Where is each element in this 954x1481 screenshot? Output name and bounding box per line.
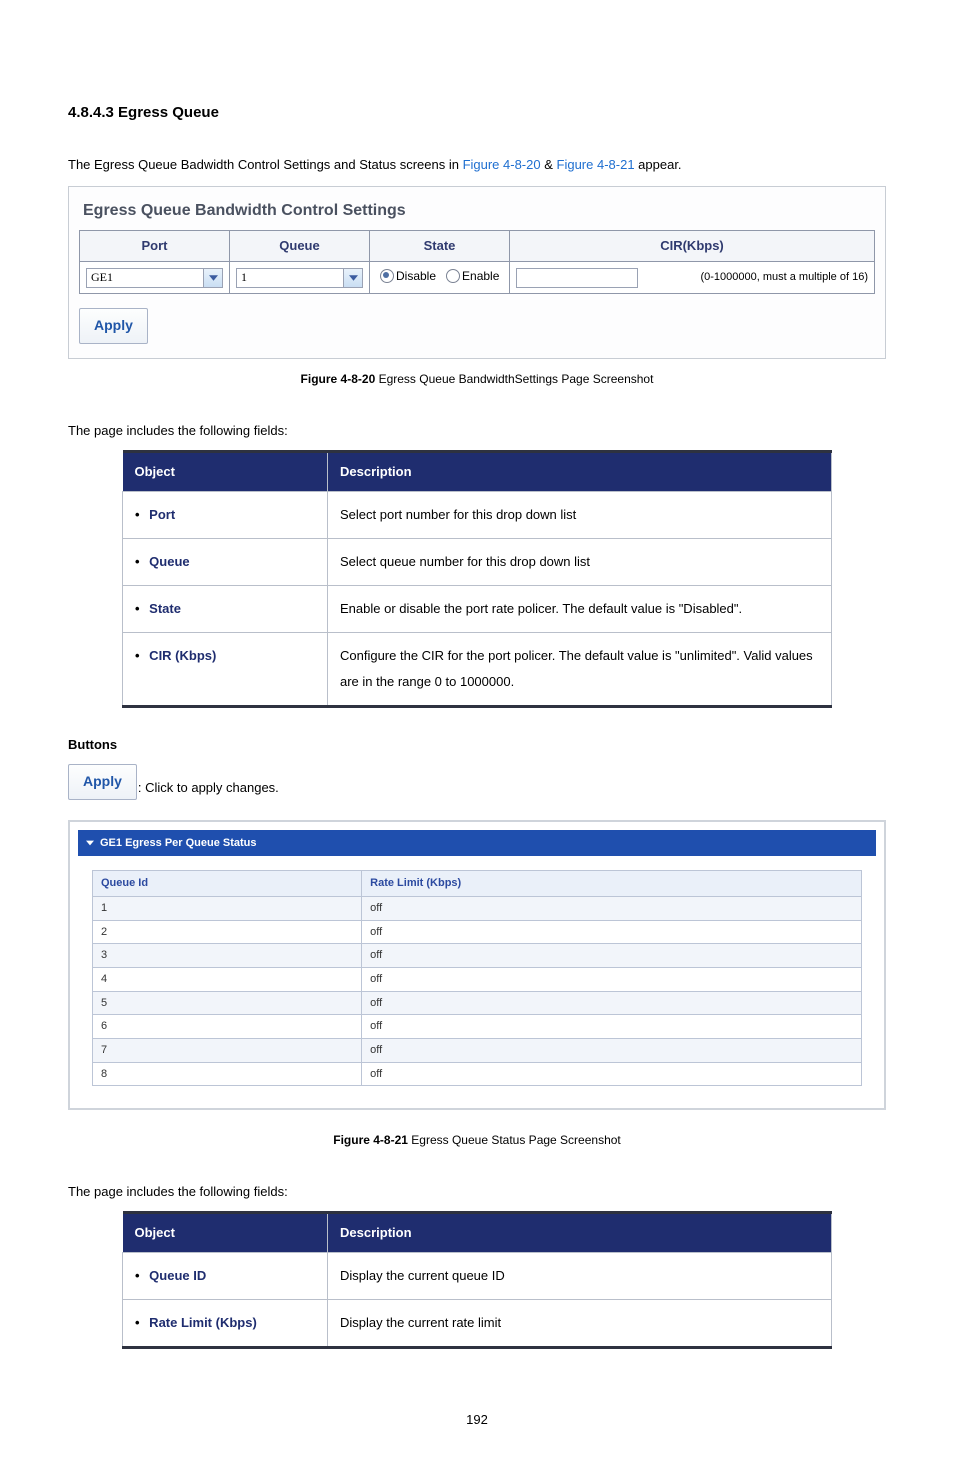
- status-qid-cell: 8: [93, 1062, 362, 1086]
- ft2-description-header: Description: [328, 1212, 832, 1252]
- table-row: 2off: [93, 920, 862, 944]
- fig-4-8-21-link[interactable]: Figure 4-8-21: [557, 157, 635, 172]
- fig-4-8-20-link[interactable]: Figure 4-8-20: [463, 157, 541, 172]
- status-rate-cell: off: [362, 967, 862, 991]
- chevron-down-icon: [203, 269, 222, 287]
- egress-settings-title: Egress Queue Bandwidth Control Settings: [83, 197, 875, 224]
- fig-4-8-20-caption-rest: Egress Queue BandwidthSettings Page Scre…: [375, 372, 653, 386]
- egress-status-panel: GE1 Egress Per Queue Status Queue Id Rat…: [68, 820, 886, 1111]
- cir-input[interactable]: [516, 268, 638, 288]
- chevron-down-icon: [343, 269, 362, 287]
- cir-hint: (0-1000000, must a multiple of 16): [700, 268, 868, 287]
- state-disable-radio[interactable]: [380, 269, 394, 283]
- chevron-down-icon: [86, 840, 94, 846]
- table-row: 5off: [93, 991, 862, 1015]
- field-desc-cell: Configure the CIR for the port policer. …: [328, 632, 832, 706]
- status-rate-cell: off: [362, 920, 862, 944]
- col-port-header: Port: [80, 230, 230, 261]
- table-row: 4off: [93, 967, 862, 991]
- table-row: 8off: [93, 1062, 862, 1086]
- field-table-1: Object Description • PortSelect port num…: [122, 450, 832, 708]
- apply-button[interactable]: Apply: [79, 308, 148, 344]
- fig-4-8-20-caption: Figure 4-8-20 Egress Queue BandwidthSett…: [68, 369, 886, 389]
- status-qid-cell: 3: [93, 944, 362, 968]
- egress-settings-table: Port Queue State CIR(Kbps) GE1 1: [79, 230, 875, 295]
- field-object-cell: • State: [123, 585, 328, 632]
- table-row: 7off: [93, 1039, 862, 1063]
- state-enable-label: Enable: [462, 266, 499, 286]
- status-qid-cell: 2: [93, 920, 362, 944]
- intro-amp: &: [541, 157, 557, 172]
- port-select[interactable]: GE1: [86, 268, 223, 288]
- status-rate-cell: off: [362, 1062, 862, 1086]
- status-rate-cell: off: [362, 1015, 862, 1039]
- field-desc-cell: Select queue number for this drop down l…: [328, 538, 832, 585]
- state-radio-group: Disable Enable: [376, 266, 503, 286]
- state-enable-radio[interactable]: [446, 269, 460, 283]
- state-disable-label: Disable: [396, 266, 436, 286]
- field-table-2: Object Description • Queue IDDisplay the…: [122, 1211, 832, 1349]
- field-desc-cell: Display the current rate limit: [328, 1299, 832, 1347]
- apply-desc: : Click to apply changes.: [138, 777, 279, 799]
- field-object-cell: • Port: [123, 491, 328, 538]
- egress-status-title: GE1 Egress Per Queue Status: [100, 834, 257, 853]
- ft1-description-header: Description: [328, 451, 832, 491]
- status-qid-cell: 1: [93, 896, 362, 920]
- status-qid-cell: 7: [93, 1039, 362, 1063]
- status-rate-cell: off: [362, 1039, 862, 1063]
- section-heading: 4.8.4.3 Egress Queue: [68, 100, 886, 126]
- col-cir-header: CIR(Kbps): [510, 230, 875, 261]
- field-desc-cell: Display the current queue ID: [328, 1252, 832, 1299]
- egress-status-table: Queue Id Rate Limit (Kbps) 1off2off3off4…: [92, 870, 862, 1086]
- status-rate-cell: off: [362, 896, 862, 920]
- field-object-cell: • CIR (Kbps): [123, 632, 328, 706]
- intro-paragraph: The Egress Queue Badwidth Control Settin…: [68, 154, 886, 176]
- intro-suffix: appear.: [635, 157, 682, 172]
- fields-intro-2: The page includes the following fields:: [68, 1179, 886, 1205]
- table-row: 3off: [93, 944, 862, 968]
- fig-4-8-20-caption-bold: Figure 4-8-20: [301, 372, 376, 386]
- apply-button-inline[interactable]: Apply: [68, 764, 137, 800]
- egress-status-title-bar[interactable]: GE1 Egress Per Queue Status: [78, 830, 876, 857]
- field-desc-cell: Enable or disable the port rate policer.…: [328, 585, 832, 632]
- fig-4-8-21-caption-bold: Figure 4-8-21: [333, 1133, 408, 1147]
- status-qid-cell: 4: [93, 967, 362, 991]
- col-queue-header: Queue: [230, 230, 370, 261]
- buttons-heading: Buttons: [68, 732, 886, 758]
- queue-select-value: 1: [241, 267, 343, 287]
- intro-prefix: The Egress Queue Badwidth Control Settin…: [68, 157, 463, 172]
- queue-select[interactable]: 1: [236, 268, 363, 288]
- status-qid-header: Queue Id: [93, 871, 362, 897]
- field-object-cell: • Queue ID: [123, 1252, 328, 1299]
- status-rate-header: Rate Limit (Kbps): [362, 871, 862, 897]
- col-state-header: State: [370, 230, 510, 261]
- field-desc-cell: Select port number for this drop down li…: [328, 491, 832, 538]
- status-rate-cell: off: [362, 944, 862, 968]
- ft1-object-header: Object: [123, 451, 328, 491]
- fig-4-8-21-caption-rest: Egress Queue Status Page Screenshot: [408, 1133, 621, 1147]
- table-row: 6off: [93, 1015, 862, 1039]
- status-qid-cell: 5: [93, 991, 362, 1015]
- port-select-value: GE1: [91, 267, 203, 287]
- status-qid-cell: 6: [93, 1015, 362, 1039]
- egress-settings-panel: Egress Queue Bandwidth Control Settings …: [68, 186, 886, 360]
- ft2-object-header: Object: [123, 1212, 328, 1252]
- fig-4-8-21-caption: Figure 4-8-21 Egress Queue Status Page S…: [68, 1130, 886, 1150]
- table-row: 1off: [93, 896, 862, 920]
- page-number: 192: [68, 1409, 886, 1431]
- field-object-cell: • Queue: [123, 538, 328, 585]
- field-object-cell: • Rate Limit (Kbps): [123, 1299, 328, 1347]
- fields-intro-1: The page includes the following fields:: [68, 418, 886, 444]
- status-rate-cell: off: [362, 991, 862, 1015]
